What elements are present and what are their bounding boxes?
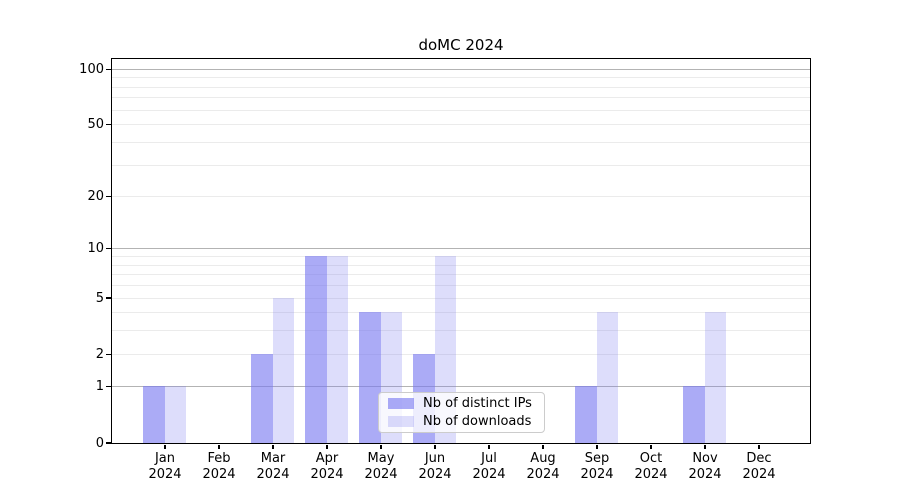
gridline-minor [111,256,810,258]
gridline-minor [111,86,810,88]
x-tick-label: Jan 2024 [148,451,182,482]
x-tick-label: Apr 2024 [310,451,344,482]
legend-swatch-downloads [388,416,414,427]
x-tickmark [380,444,382,449]
gridline-major [111,248,810,250]
x-tickmark [758,444,760,449]
x-tick-label: May 2024 [364,451,398,482]
gridline-minor [111,164,810,166]
y-tickmark [106,195,111,198]
gridline-minor [111,330,810,332]
y-tick-label: 5 [95,290,104,306]
gridline-major [111,386,810,388]
chart-title: doMC 2024 [418,36,504,54]
y-tick-label: 2 [95,346,104,362]
bar-ips-nov [683,386,705,443]
x-tickmark [542,444,544,449]
bar-downloads-nov [704,312,726,443]
bar-ips-apr [305,256,327,443]
x-tickmark [272,444,274,449]
x-tickmark [596,444,598,449]
x-tick-label: Jul 2024 [472,451,506,482]
gridline-minor [111,264,810,266]
x-tick-label: Sep 2024 [580,451,614,482]
y-tickmark [106,68,111,70]
bar-downloads-mar [272,297,294,443]
y-tickmark [106,297,111,299]
legend: Nb of distinct IPs Nb of downloads [378,392,545,433]
x-tickmark [164,444,166,449]
bar-downloads-apr [326,256,348,443]
legend-label: Nb of downloads [423,413,532,429]
bar-ips-sep [575,386,597,443]
x-tickmark [704,444,706,449]
bar-ips-may [359,312,381,443]
bar-ips-mar [251,353,273,443]
gridline-minor [111,285,810,286]
y-tick-label: 100 [79,61,104,77]
gridline-minor [111,297,810,299]
x-tick-label: Aug 2024 [526,451,560,482]
gridline-minor [111,353,810,355]
x-tickmark [650,444,652,449]
x-tick-label: Oct 2024 [634,451,668,482]
y-tickmark [106,124,111,126]
y-tick-label: 1 [95,379,104,395]
y-tickmark [106,386,111,388]
gridline-minor [111,109,810,111]
x-tickmark [434,444,436,449]
y-tick-label: 10 [87,241,104,257]
x-tickmark [218,444,220,449]
y-tickmark [106,442,111,444]
y-tick-label: 0 [95,435,104,451]
gridline-minor [111,312,810,314]
x-tick-label: Nov 2024 [688,451,722,482]
x-tick-label: Jun 2024 [418,451,452,482]
gridline-minor [111,97,810,99]
bar-downloads-jan [164,386,186,443]
y-tick-label: 50 [87,117,104,133]
legend-label: Nb of distinct IPs [423,395,532,411]
bar-ips-jan [143,386,165,443]
gridline-minor [111,77,810,79]
y-tick-label: 20 [87,189,104,204]
y-tickmark [106,353,111,355]
gridline-minor [111,124,810,126]
x-tick-label: Feb 2024 [202,451,236,482]
x-tick-label: Dec 2024 [742,451,776,482]
gridline-minor [111,141,810,143]
legend-swatch-distinct-ips [388,398,414,409]
gridline-minor [111,274,810,276]
y-tickmark [106,248,111,250]
x-tick-label: Mar 2024 [256,451,290,482]
gridline-minor [111,196,810,197]
x-tickmark [326,444,328,449]
plot-area [110,57,811,444]
legend-item: Nb of distinct IPs [388,395,544,411]
legend-item: Nb of downloads [388,413,544,429]
x-tickmark [488,444,490,449]
gridline-major [111,68,810,70]
bar-downloads-sep [596,312,618,443]
